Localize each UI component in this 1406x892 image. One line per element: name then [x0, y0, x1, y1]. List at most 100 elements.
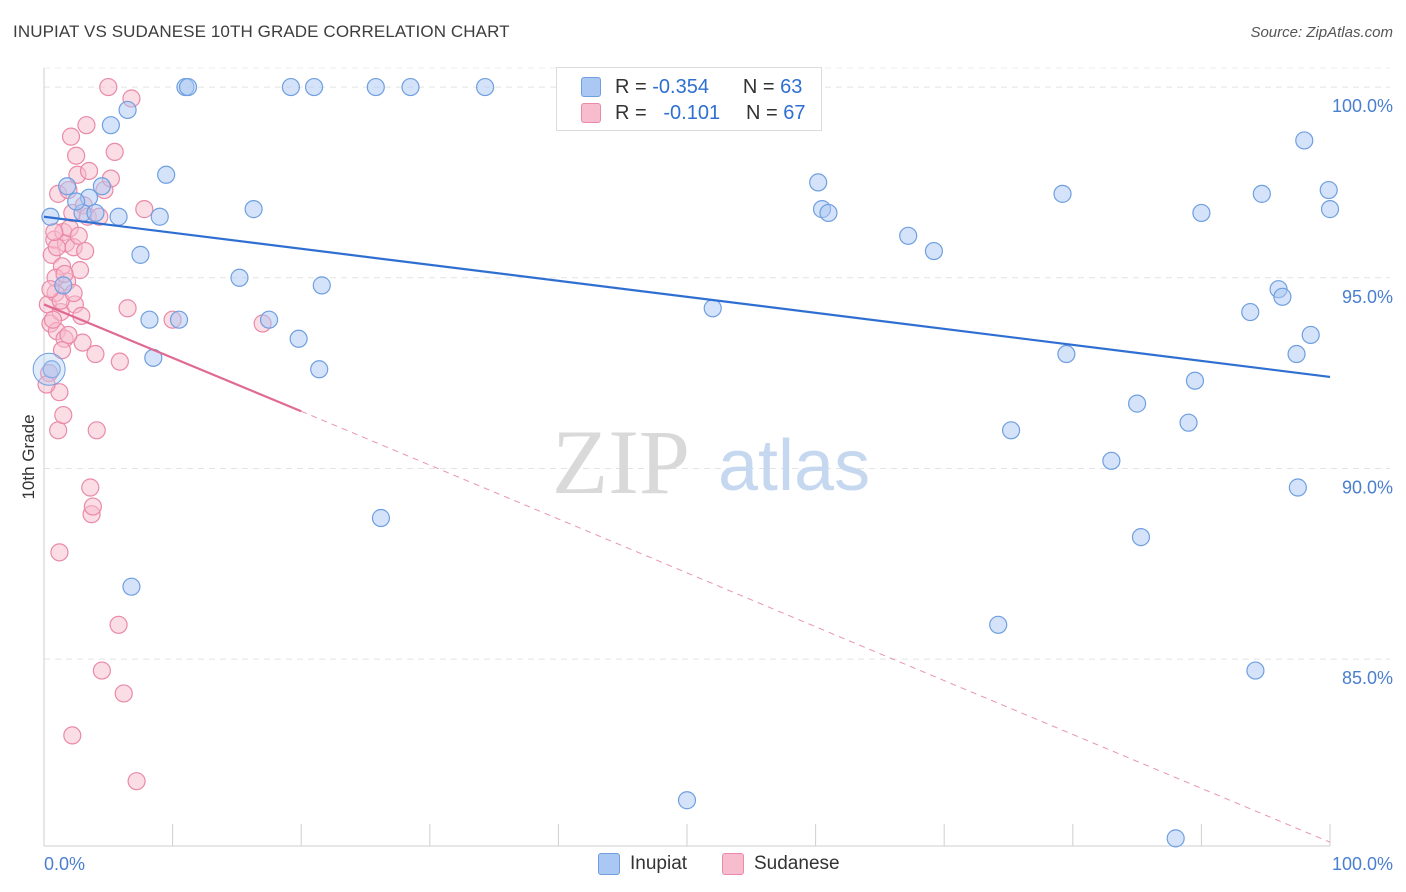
inupiat-point: [989, 615, 1008, 634]
legend-swatch-inupiat: [581, 77, 601, 97]
sudanese-point: [73, 333, 92, 352]
sudanese-point: [52, 341, 72, 360]
legend-row-inupiat: R = -0.354 N = 63: [581, 74, 802, 100]
sudanese-point: [118, 299, 137, 318]
watermark-atlas: atlas: [718, 426, 870, 506]
sudanese-point: [83, 497, 102, 516]
x-tick-label-max: 100.0%: [1332, 854, 1393, 874]
inupiat-point: [101, 116, 120, 135]
legend-r-value: -0.101: [663, 101, 721, 124]
inupiat-point: [1057, 344, 1076, 364]
sudanese-point: [87, 421, 106, 440]
sudanese-point: [105, 142, 124, 162]
data-points: [32, 77, 1340, 848]
legend-r-label: R =: [615, 75, 647, 98]
bottom-legend-swatch-inupiat: [598, 853, 620, 875]
inupiat-point: [259, 310, 279, 329]
inupiat-point: [86, 203, 105, 223]
inupiat-point: [169, 310, 189, 329]
inupiat-point: [310, 360, 329, 379]
inupiat-point: [289, 329, 308, 348]
chart-title: INUPIAT VS SUDANESE 10TH GRADE CORRELATI…: [13, 22, 510, 41]
inupiat-point: [281, 77, 301, 97]
inupiat-point: [230, 268, 249, 287]
legend-r-value: -0.354: [652, 75, 709, 98]
y-tick-label: 100.0%: [1332, 96, 1393, 116]
inupiat-point: [42, 360, 61, 379]
inupiat-point: [899, 226, 918, 245]
inupiat-point: [1295, 131, 1314, 150]
axes: [43, 68, 1331, 847]
inupiat-point: [1166, 829, 1185, 848]
inupiat-point: [703, 299, 722, 318]
inupiat-point: [1185, 371, 1205, 390]
sudanese-point: [110, 352, 129, 371]
watermark-zip: ZIP: [552, 411, 690, 513]
inupiat-point: [178, 77, 198, 97]
sudanese-point: [76, 241, 95, 261]
legend-swatch-sudanese: [581, 103, 601, 123]
legend-r-label: R =: [615, 101, 647, 124]
inupiat-point: [1320, 200, 1340, 219]
bottom-legend-sudanese: Sudanese: [722, 851, 840, 877]
sudanese-point: [43, 310, 63, 329]
inupiat-point: [150, 207, 169, 226]
sudanese-point: [114, 684, 133, 703]
inupiat-point: [92, 177, 111, 196]
inupiat-point: [809, 173, 828, 192]
legend-n-label: N =: [746, 101, 778, 124]
sudanese-point: [127, 772, 146, 791]
inupiat-point: [32, 352, 66, 386]
sudanese-point: [59, 325, 78, 345]
inupiat-point: [1273, 287, 1292, 306]
legend-n-value: 67: [783, 101, 806, 124]
inupiat-point: [244, 200, 263, 219]
inupiat-point: [1001, 421, 1021, 440]
sudanese-point: [99, 77, 118, 97]
inupiat-point: [1288, 478, 1307, 497]
inupiat-point: [140, 310, 159, 329]
sudanese-trend-extension: [301, 410, 1331, 843]
sudanese-point: [49, 421, 68, 440]
legend-n-value: 63: [780, 75, 803, 98]
sudanese-point: [92, 661, 111, 680]
sudanese-point: [109, 615, 128, 634]
inupiat-point: [1241, 302, 1260, 322]
source-label: Source: ZipAtlas.com: [1250, 24, 1393, 41]
grid-lines: [44, 67, 1390, 660]
x-tick-label-min: 0.0%: [44, 854, 85, 874]
inupiat-trend-line: [43, 215, 1331, 379]
y-tick-label: 85.0%: [1342, 668, 1393, 688]
inupiat-point: [1301, 325, 1320, 345]
inupiat-point: [1127, 394, 1147, 413]
sudanese-trend-line: [43, 303, 302, 413]
sudanese-point: [50, 543, 69, 562]
sudanese-point: [69, 226, 88, 245]
stats-legend: R = -0.354 N = 63 R = -0.101 N = 67: [556, 67, 822, 131]
inupiat-point: [819, 203, 838, 223]
y-axis-title: 10th Grade: [19, 414, 38, 499]
sudanese-point: [47, 238, 66, 257]
legend-row-sudanese: R = -0.101 N = 67: [581, 100, 806, 126]
sudanese-point: [45, 222, 64, 242]
sudanese-point: [79, 161, 99, 181]
sudanese-point: [54, 405, 73, 425]
inupiat-point: [58, 177, 77, 196]
inupiat-point: [1246, 661, 1265, 680]
inupiat-point: [1287, 344, 1306, 364]
sudanese-point: [70, 261, 90, 280]
y-tick-label: 90.0%: [1342, 477, 1393, 497]
inupiat-point: [304, 77, 324, 97]
sudanese-point: [77, 116, 96, 135]
inupiat-point: [1131, 527, 1151, 547]
inupiat-point: [312, 276, 331, 295]
sudanese-point: [61, 127, 81, 146]
trend-lines: [43, 215, 1331, 843]
inupiat-point: [109, 207, 128, 226]
inupiat-point: [1102, 451, 1121, 470]
inupiat-point: [1053, 184, 1072, 203]
sudanese-point: [86, 344, 105, 364]
inupiat-point: [401, 77, 420, 97]
inupiat-point: [924, 241, 944, 261]
